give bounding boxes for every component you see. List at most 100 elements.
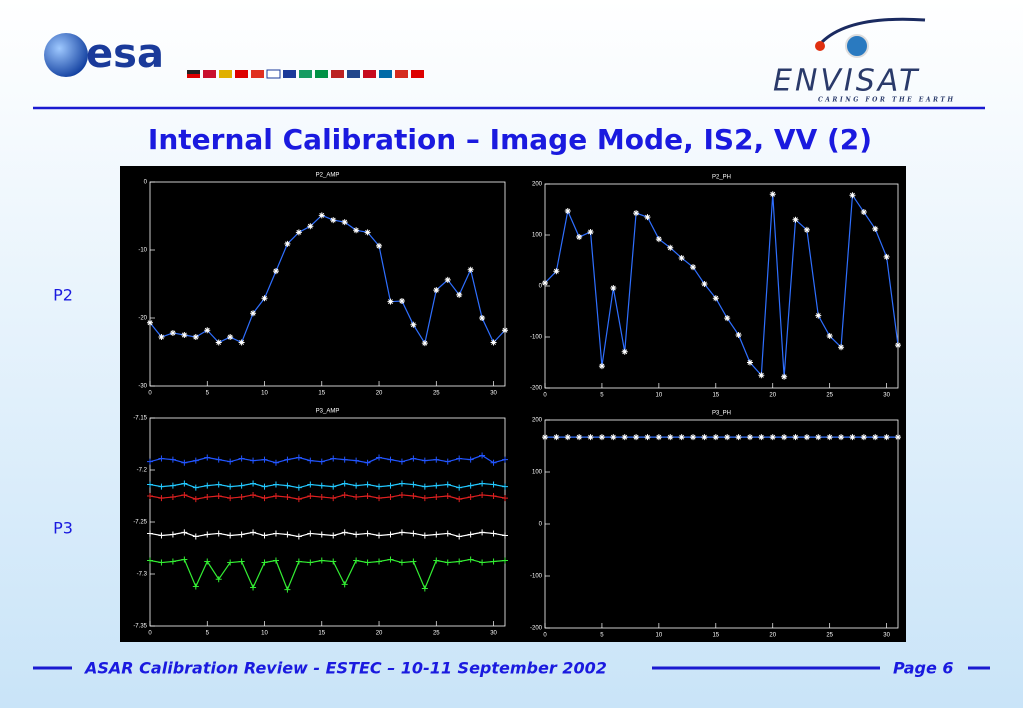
marker: [387, 298, 394, 305]
marker: [667, 244, 674, 251]
y-tick-label: 100: [532, 233, 543, 239]
marker: [746, 359, 753, 366]
marker: [542, 279, 548, 286]
x-tick-label: 10: [656, 393, 663, 399]
marker: [376, 495, 383, 502]
marker: [667, 434, 674, 441]
x-tick-label: 30: [883, 633, 890, 639]
marker: [181, 529, 188, 536]
marker: [502, 327, 508, 334]
marker: [238, 494, 245, 501]
page-number: Page 6: [893, 659, 954, 678]
marker: [192, 457, 199, 464]
x-tick-label: 15: [318, 391, 325, 397]
marker: [433, 531, 440, 538]
marker: [272, 481, 279, 488]
y-tick-label: -7.35: [133, 624, 147, 630]
chart-title: P3_PH: [712, 411, 731, 417]
marker: [690, 434, 697, 441]
marker: [238, 482, 245, 489]
marker: [553, 268, 560, 275]
marker: [860, 209, 867, 216]
marker: [479, 529, 486, 536]
marker: [250, 584, 257, 591]
marker: [261, 456, 268, 463]
marker: [307, 493, 314, 499]
marker: [158, 455, 165, 462]
marker: [826, 434, 833, 441]
marker: [307, 457, 314, 464]
x-tick-label: 5: [206, 391, 210, 397]
marker: [633, 210, 640, 217]
marker: [587, 434, 594, 441]
marker: [610, 285, 617, 292]
marker: [838, 434, 845, 441]
marker: [227, 559, 234, 566]
x-tick-label: 10: [656, 633, 663, 639]
y-tick-label: -10: [138, 248, 147, 254]
marker: [169, 456, 176, 463]
marker: [769, 191, 776, 198]
marker: [181, 491, 188, 498]
marker: [376, 483, 383, 490]
marker: [307, 481, 314, 488]
marker: [272, 493, 279, 499]
marker: [295, 484, 302, 491]
marker: [387, 456, 394, 463]
marker: [284, 586, 291, 593]
marker: [341, 491, 348, 498]
marker: [204, 327, 211, 334]
x-tick-label: 0: [543, 393, 547, 399]
marker: [295, 558, 302, 565]
marker: [284, 482, 291, 489]
marker: [564, 434, 571, 441]
marker: [147, 493, 153, 499]
marker: [490, 558, 497, 565]
marker: [610, 434, 617, 441]
marker: [644, 214, 651, 221]
y-tick-label: -7.15: [133, 416, 147, 422]
marker: [387, 531, 394, 538]
marker: [502, 483, 508, 490]
marker: [724, 315, 731, 322]
marker: [479, 452, 486, 459]
marker: [261, 495, 268, 502]
marker: [735, 434, 742, 441]
marker: [341, 581, 348, 588]
envisat-swoosh: [820, 17, 926, 44]
marker: [849, 192, 856, 199]
marker: [479, 491, 486, 498]
marker: [895, 434, 901, 441]
marker: [410, 493, 417, 499]
marker: [250, 457, 257, 464]
marker: [353, 494, 360, 501]
marker: [712, 295, 719, 302]
marker: [341, 219, 348, 226]
x-tick-label: 25: [433, 631, 440, 637]
marker: [433, 456, 440, 463]
y-tick-label: -20: [138, 316, 147, 322]
marker: [815, 434, 822, 441]
marker: [330, 532, 337, 539]
marker: [169, 531, 176, 538]
marker: [364, 459, 371, 466]
marker: [490, 481, 497, 488]
plot-image: [120, 166, 906, 642]
x-tick-label: 15: [712, 633, 719, 639]
marker: [490, 459, 497, 466]
marker: [364, 493, 371, 499]
marker: [215, 339, 222, 346]
marker: [341, 480, 348, 487]
y-tick-label: -30: [138, 384, 147, 390]
marker: [376, 454, 383, 461]
marker: [147, 319, 153, 326]
plot-frame: [149, 181, 506, 387]
x-tick-label: 15: [712, 393, 719, 399]
marker: [542, 434, 548, 441]
marker: [872, 225, 879, 232]
envisat-logo: ENVISAT: [773, 64, 920, 99]
marker: [433, 557, 440, 564]
marker: [158, 334, 165, 341]
marker: [341, 456, 348, 463]
